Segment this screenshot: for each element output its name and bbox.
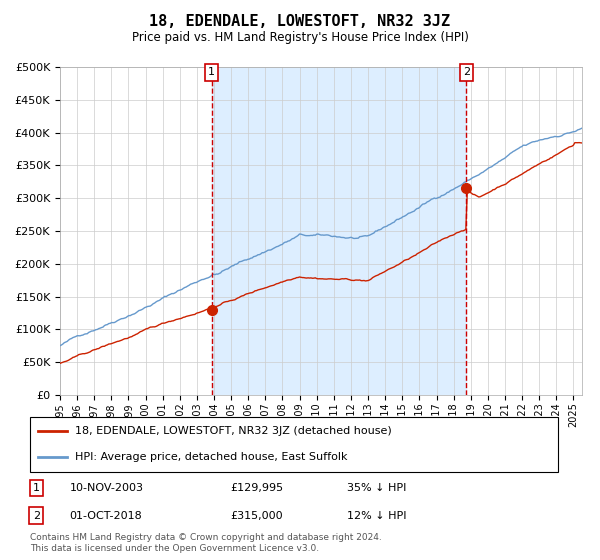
Text: £129,995: £129,995 <box>230 483 284 493</box>
Text: 12% ↓ HPI: 12% ↓ HPI <box>347 511 406 521</box>
Text: 2: 2 <box>463 67 470 77</box>
Text: 01-OCT-2018: 01-OCT-2018 <box>70 511 142 521</box>
Text: HPI: Average price, detached house, East Suffolk: HPI: Average price, detached house, East… <box>75 452 347 461</box>
Text: 18, EDENDALE, LOWESTOFT, NR32 3JZ: 18, EDENDALE, LOWESTOFT, NR32 3JZ <box>149 14 451 29</box>
Text: 2: 2 <box>33 511 40 521</box>
Text: £315,000: £315,000 <box>230 511 283 521</box>
Text: 10-NOV-2003: 10-NOV-2003 <box>70 483 143 493</box>
FancyBboxPatch shape <box>30 417 558 472</box>
Text: 1: 1 <box>208 67 215 77</box>
Text: Contains HM Land Registry data © Crown copyright and database right 2024.: Contains HM Land Registry data © Crown c… <box>30 533 382 542</box>
Text: This data is licensed under the Open Government Licence v3.0.: This data is licensed under the Open Gov… <box>30 544 319 553</box>
Text: 1: 1 <box>33 483 40 493</box>
Bar <box>212 67 466 395</box>
Text: 35% ↓ HPI: 35% ↓ HPI <box>347 483 406 493</box>
Text: 18, EDENDALE, LOWESTOFT, NR32 3JZ (detached house): 18, EDENDALE, LOWESTOFT, NR32 3JZ (detac… <box>75 427 392 436</box>
Text: Price paid vs. HM Land Registry's House Price Index (HPI): Price paid vs. HM Land Registry's House … <box>131 31 469 44</box>
